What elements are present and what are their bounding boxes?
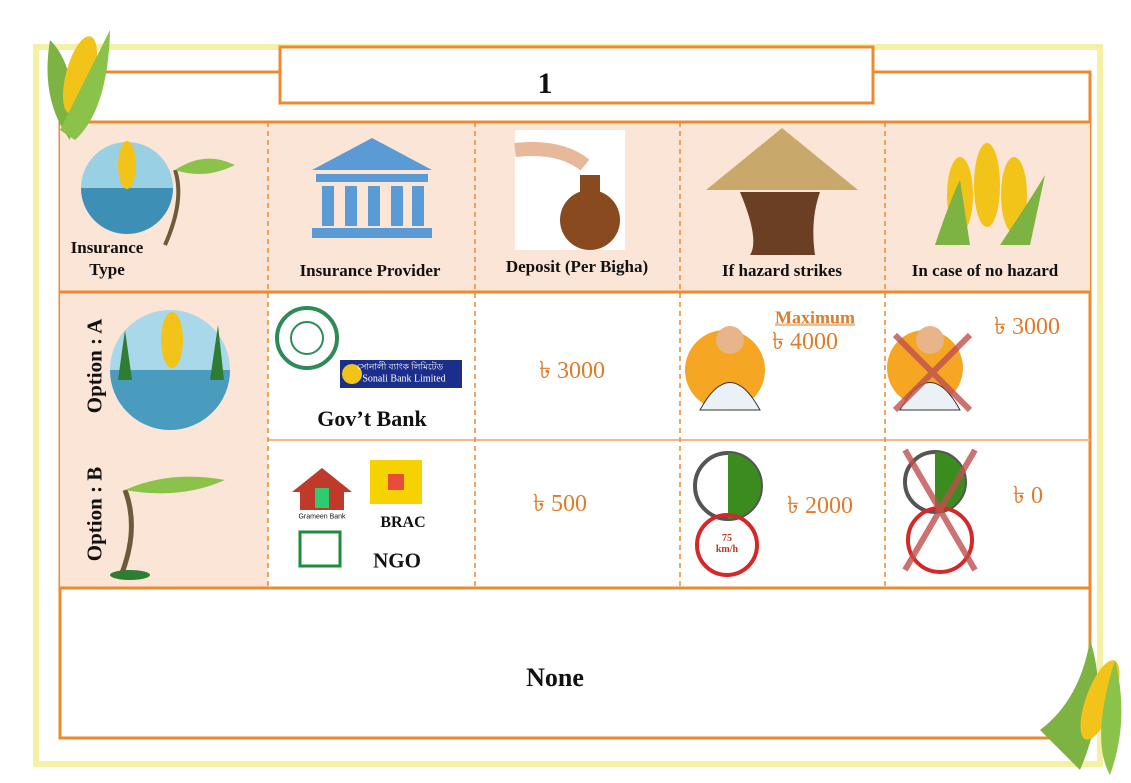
ngo-logos-part [292,468,352,492]
pot-icon-part [514,142,590,171]
pot-icon [514,130,625,250]
flood-drought-icon-part [175,158,235,174]
flood-icon [110,310,230,430]
hazard-payout: ৳ 2000 [787,493,853,519]
ngo-logos-part [298,530,342,568]
option-label: Option : B [82,466,107,562]
bank-icon-part [316,174,428,182]
bank-icon-part [412,186,424,226]
wind-speed: 75 km/h [715,533,739,555]
flood-drought-icon-part [81,188,173,234]
bank-icon-part [312,138,432,170]
title-box [278,45,875,105]
storm-icon [110,476,225,580]
corn-icon-part [935,175,1045,245]
pot-icon-part [560,190,620,250]
speedometer-icon-part [695,513,759,577]
corn-icon-part [974,143,1000,227]
logo-text: Sonali Bank Limited [362,373,446,385]
speedometer-crossed-icon-part [902,448,978,572]
bank-icon [312,138,432,238]
deposit: ৳ 3000 [539,358,605,384]
flood-icon-part [161,312,183,368]
officer-icon [685,326,765,411]
row-lines [60,120,1090,590]
flood-drought-icon [81,141,235,246]
storm-icon-part [125,476,225,494]
corn-icon-part [62,36,98,114]
officer-crossed-icon-part [892,332,973,413]
title: 1 [537,67,553,100]
farmer-icon-part [740,192,820,255]
bank-icon-part [322,186,334,226]
hazard-note: Maximum [775,307,855,328]
corn-icon [47,30,110,140]
bank-icon-part [345,186,357,226]
flood-icon-part [118,325,224,380]
officer-crossed-icon [887,326,973,413]
flood-drought-icon-part [118,141,136,189]
speedometer-crossed-icon-part [935,452,965,512]
flood-drought-icon-part [163,169,181,246]
pot-icon-part [580,175,600,200]
no-hazard-payout: ৳ 3000 [994,314,1060,340]
header-cell: Insurance Type [70,238,144,279]
corn-icon-part [1101,660,1122,775]
speedometer-icon-part [728,453,761,519]
logo-text: Grameen Bank [298,513,346,521]
bank-icon-part [368,186,380,226]
bank-icon-part [391,186,403,226]
corn-icon [1040,640,1122,775]
ngo-logos-part [315,488,329,508]
ngo-logos [292,460,422,568]
corn-icon [935,143,1045,245]
storm-icon-part [117,489,134,579]
farmer-icon [706,128,858,255]
sonali-bank-logo-part [342,364,362,384]
hazard-payout: ৳ 4000 [772,329,838,355]
speedometer-icon [693,451,763,577]
logo-text: সোনালী ব্যাংক লিমিটেড [356,361,444,372]
header-cell: In case of no hazard [911,261,1059,280]
officer-icon-part [716,326,744,354]
sonali-bank-logo-part [275,306,339,370]
sonali-bank-logo [275,306,462,388]
header-cell: If hazard strikes [722,261,842,280]
header-cell: Deposit (Per Bigha) [505,257,649,276]
logo-text: BRAC [380,514,426,531]
corn-icon-part [60,30,110,140]
provider: NGO [373,548,421,573]
provider: Gov’t Bank [317,406,427,431]
officer-icon-part [699,382,761,411]
storm-icon-part [110,570,150,580]
header-cell: Insurance Provider [299,261,441,280]
no-hazard-payout: ৳ 0 [1013,483,1043,509]
officer-crossed-icon-part [916,326,944,354]
bank-icon-part [312,228,432,238]
none-option: None [526,663,584,692]
speedometer-crossed-icon [902,448,978,574]
column-lines [267,122,886,588]
flood-icon-part [110,370,230,430]
ngo-logos-part [388,474,404,490]
deposit: ৳ 500 [533,491,587,517]
sonali-bank-logo-part [290,321,324,355]
option-label: Option : A [82,318,107,414]
farmer-icon-part [706,128,858,190]
corn-icon-part [47,40,73,140]
